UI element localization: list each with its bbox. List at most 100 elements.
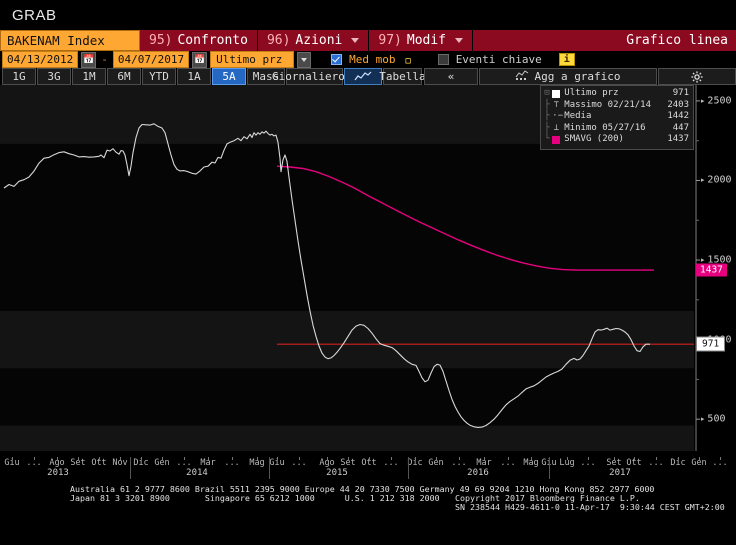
x-axis-month-label: Dic — [407, 458, 423, 468]
x-axis-year-label: 2017 — [609, 468, 631, 478]
grab-header: GRAB — [0, 0, 736, 30]
x-axis-tick — [531, 457, 532, 460]
legend-row[interactable]: ├ ⋅− Media 1442 — [544, 111, 689, 123]
compare-button[interactable]: 95) Confronto — [140, 30, 258, 51]
calendar-icon[interactable]: 📅 — [81, 51, 97, 68]
x-axis-tick — [656, 457, 657, 460]
add-chart-icon — [515, 70, 529, 83]
period-5a[interactable]: 5A — [212, 68, 246, 85]
footer-session-info: SN 238544 H429-4611-0 11-Apr-17 9:30:44 … — [455, 502, 725, 512]
x-axis-month-label: Gen — [154, 458, 170, 468]
price-field-select[interactable]: Ultimo prz — [210, 51, 295, 68]
add-to-chart-label: Agg a grafico — [534, 70, 621, 83]
legend-label: Minimo 05/27/16 — [564, 122, 646, 133]
swatch-white-icon — [552, 89, 561, 98]
legend-value: 447 — [672, 122, 689, 133]
line-chart-icon[interactable] — [343, 68, 382, 85]
chart-legend: ⊡ Ultimo prz 971 ├ ⊤ Massimo 02/21/14 24… — [540, 85, 694, 150]
x-axis-year-separator — [549, 457, 550, 479]
x-axis-month-label: Mag — [523, 458, 539, 468]
command-bar: BAKENAM Index 95) Confronto 96) Azioni 9… — [0, 30, 736, 51]
x-axis-month-label: Gen — [691, 458, 707, 468]
smavg-value-badge: 1437 — [696, 263, 727, 277]
footer-copyright: Copyright 2017 Bloomberg Finance L.P. — [455, 493, 640, 503]
x-axis-month-label: ... — [580, 458, 596, 468]
gear-icon[interactable] — [658, 68, 736, 85]
x-axis-tick — [436, 457, 437, 460]
x-axis-tick — [614, 457, 615, 460]
add-to-chart-button[interactable]: Agg a grafico — [479, 68, 657, 85]
period-1g[interactable]: 1G — [2, 68, 36, 85]
frequency-select[interactable]: Giornaliero — [272, 68, 357, 85]
legend-value: 1442 — [667, 111, 689, 122]
period-6m[interactable]: 6M — [107, 68, 141, 85]
moving-average-label: Med mob — [349, 53, 396, 66]
legend-row[interactable]: ├ ⊥ Minimo 05/27/16 447 — [544, 123, 689, 135]
x-axis-month-label: Dic — [670, 458, 686, 468]
legend-row[interactable]: └ SMAVG (200) 1437 — [544, 134, 689, 146]
collapse-panel-button[interactable]: « — [424, 68, 478, 85]
x-axis-tick — [277, 457, 278, 460]
x-axis-month-label: Set — [340, 458, 356, 468]
footer-contacts-line2: Japan 81 3 3201 8900 Singapore 65 6212 1… — [70, 493, 440, 503]
calendar-icon[interactable]: 📅 — [192, 51, 208, 68]
legend-label: Massimo 02/21/14 — [564, 99, 651, 110]
compare-button-number: 95) — [149, 33, 173, 48]
pencil-icon[interactable]: ◽ — [404, 52, 412, 67]
y-axis-tick-label: 500 — [700, 414, 725, 425]
compare-button-label: Confronto — [177, 33, 248, 48]
footer-contacts-line1: Australia 61 2 9777 8600 Brazil 5511 239… — [70, 484, 655, 494]
end-date-input[interactable]: 04/07/2017 — [112, 51, 190, 68]
x-axis-month-label: Gen — [428, 458, 444, 468]
x-axis-month-label: Set — [606, 458, 622, 468]
x-axis-month-label: Ott — [361, 458, 377, 468]
table-tab[interactable]: Tabella — [379, 68, 426, 85]
x-axis-month-label: ... — [291, 458, 307, 468]
x-axis-tick — [588, 457, 589, 460]
x-axis-month-label: ... — [224, 458, 240, 468]
period-1m[interactable]: 1M — [72, 68, 106, 85]
x-axis-tick — [257, 457, 258, 460]
period-max[interactable]: Mass — [247, 68, 285, 85]
legend-label: Media — [564, 111, 592, 122]
x-axis-tick — [699, 457, 700, 460]
x-axis-tick — [12, 457, 13, 460]
x-axis-year-label: 2013 — [47, 468, 69, 478]
frequency-label: Giornaliero — [271, 70, 345, 83]
min-marker-icon: ⊥ — [553, 122, 559, 133]
chart-area[interactable]: ⊡ Ultimo prz 971 ├ ⊤ Massimo 02/21/14 24… — [0, 85, 736, 457]
y-axis: 5001000150020002500 1437 971 — [694, 85, 736, 457]
ticker-input[interactable]: BAKENAM Index — [0, 30, 140, 51]
x-axis-year-label: 2016 — [467, 468, 489, 478]
start-date-input[interactable]: 04/13/2012 — [2, 51, 79, 68]
actions-button-label: Azioni — [295, 33, 343, 48]
edit-button[interactable]: 97) Modif — [369, 30, 474, 51]
shaded-band — [0, 425, 694, 451]
footer: Australia 61 2 9777 8600 Brazil 5511 239… — [0, 484, 736, 545]
period-ytd[interactable]: YTD — [142, 68, 176, 85]
price-line — [3, 123, 650, 428]
legend-row[interactable]: ├ ⊤ Massimo 02/21/14 2403 — [544, 100, 689, 112]
x-axis-tick — [391, 457, 392, 460]
x-axis-tick — [634, 457, 635, 460]
legend-value: 971 — [672, 88, 689, 98]
x-axis: Giu... Ago Set Ott Nov Dic Gen... Mar... Mag Giu.… — [0, 457, 736, 481]
key-events-checkbox[interactable] — [437, 54, 449, 65]
x-axis-month-label: Mag — [249, 458, 265, 468]
price-field-dropdown-icon[interactable] — [297, 51, 312, 68]
legend-tree-toggle[interactable]: ⊡ — [544, 88, 550, 98]
legend-row[interactable]: ⊡ Ultimo prz 971 — [544, 88, 689, 100]
x-axis-tick — [99, 457, 100, 460]
actions-button[interactable]: 96) Azioni — [257, 30, 370, 51]
x-axis-month-label: Mar — [200, 458, 216, 468]
x-axis-tick — [141, 457, 142, 460]
info-icon[interactable]: i — [558, 53, 575, 66]
period-3g[interactable]: 3G — [37, 68, 71, 85]
chevron-down-icon — [455, 38, 464, 43]
moving-average-checkbox[interactable] — [331, 54, 343, 65]
x-axis-tick — [720, 457, 721, 460]
x-axis-month-label: ... — [712, 458, 728, 468]
period-1a[interactable]: 1A — [177, 68, 211, 85]
x-axis-tick — [162, 457, 163, 460]
legend-value: 2403 — [667, 99, 689, 110]
